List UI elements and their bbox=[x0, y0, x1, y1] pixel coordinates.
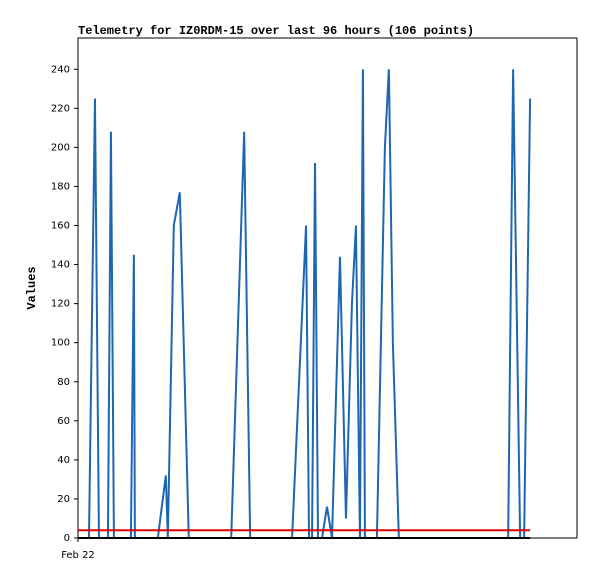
x-tick-label: Feb 22 bbox=[61, 550, 95, 561]
y-tick-label: 140 bbox=[51, 260, 70, 271]
y-tick-label: 100 bbox=[51, 338, 70, 349]
y-tick-label: 240 bbox=[51, 64, 70, 75]
y-tick-label: 20 bbox=[57, 494, 70, 505]
y-tick-label: 220 bbox=[51, 103, 70, 114]
y-tick-label: 120 bbox=[51, 299, 70, 310]
y-tick-label: 60 bbox=[57, 416, 70, 427]
y-tick-label: 0 bbox=[64, 533, 70, 544]
y-tick-label: 80 bbox=[57, 377, 70, 388]
y-tick-label: 200 bbox=[51, 142, 70, 153]
y-tick-label: 160 bbox=[51, 221, 70, 232]
y-tick-label: 40 bbox=[57, 455, 70, 466]
y-tick-label: 180 bbox=[51, 181, 70, 192]
chart-title: Telemetry for IZ0RDM-15 over last 96 hou… bbox=[78, 24, 474, 38]
series-line bbox=[87, 69, 532, 539]
plot-frame bbox=[77, 37, 578, 539]
y-axis-label: Values bbox=[25, 266, 39, 309]
